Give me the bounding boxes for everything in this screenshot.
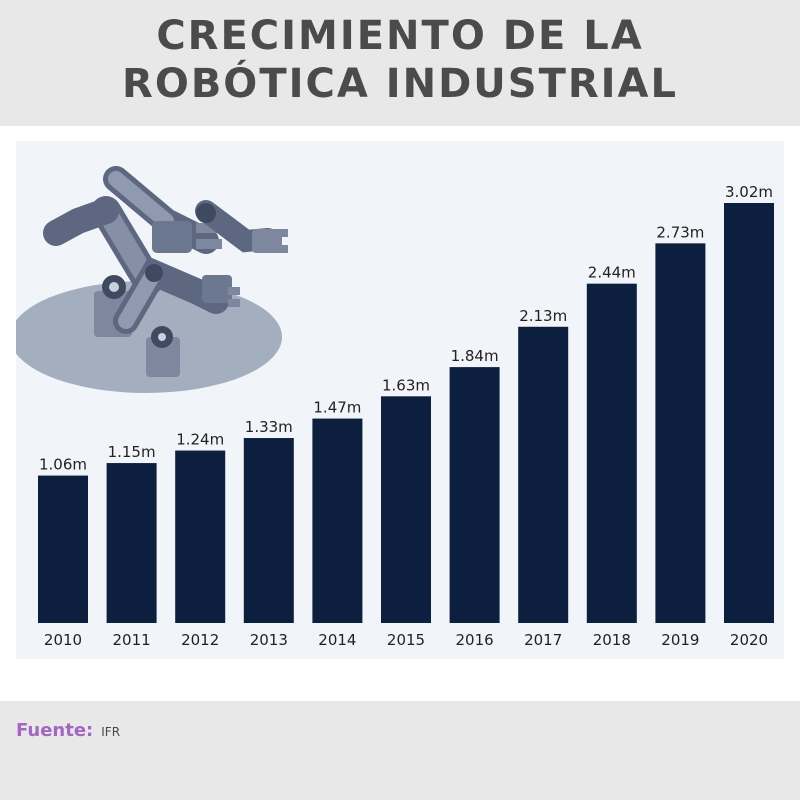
data-label-2017: 2.13m [519,307,567,325]
bar-2020 [724,203,774,623]
source-value: IFR [101,725,121,739]
tick-label-2012: 2012 [181,631,219,649]
bar-2011 [106,463,157,623]
data-label-2011: 1.15m [108,443,156,461]
tick-label-2010: 2010 [44,631,82,649]
tick-label-2011: 2011 [113,631,151,649]
data-label-2012: 1.24m [176,431,224,449]
data-label-2019: 2.73m [656,223,704,241]
bars-layer: 1.06m 2010 1.15m 2011 1.24m 2012 1.33m 2013 1.47… [38,183,774,649]
data-label-2015: 1.63m [382,376,430,394]
bar-2013 [243,438,294,623]
robot-arm-right [195,200,288,253]
title-line-1: CRECIMIENTO DE LA [156,13,644,59]
tick-label-2017: 2017 [524,631,562,649]
tick-label-2020: 2020 [730,631,768,649]
tick-label-2019: 2019 [661,631,699,649]
title-line-2: ROBÓTICA INDUSTRIAL [122,61,678,107]
bar-2017 [518,326,569,623]
data-label-2013: 1.33m [245,418,293,436]
footer: Fuente: IFR [0,701,800,800]
bar-2018 [586,283,637,623]
bar-chart: 1.06m 2010 1.15m 2011 1.24m 2012 1.33m 2013 1.47… [16,166,774,649]
bar-2014 [312,418,363,623]
bar-2015 [381,396,431,623]
source: Fuente: IFR [16,720,120,741]
tick-label-2013: 2013 [250,631,288,649]
source-label: Fuente: [16,720,94,741]
header: CRECIMIENTO DE LA ROBÓTICA INDUSTRIAL [0,0,800,126]
data-label-2010: 1.06m [39,456,87,474]
tick-label-2014: 2014 [318,631,356,649]
tick-label-2016: 2016 [456,631,494,649]
tick-label-2015: 2015 [387,631,425,649]
page-title: CRECIMIENTO DE LA ROBÓTICA INDUSTRIAL [0,0,800,108]
tick-label-2018: 2018 [593,631,631,649]
bar-2016 [449,367,500,623]
data-label-2014: 1.47m [313,399,361,417]
data-label-2020: 3.02m [725,183,773,201]
bar-2010 [38,475,88,623]
bar-2012 [175,450,226,623]
bar-2019 [655,243,706,623]
data-label-2018: 2.44m [588,264,636,282]
robotic-arms-illustration [16,166,288,393]
robot-arm-front [113,256,240,377]
data-label-2016: 1.84m [451,347,499,365]
chart-panel: 1.06m 2010 1.15m 2011 1.24m 2012 1.33m 2013 1.47… [16,141,784,659]
